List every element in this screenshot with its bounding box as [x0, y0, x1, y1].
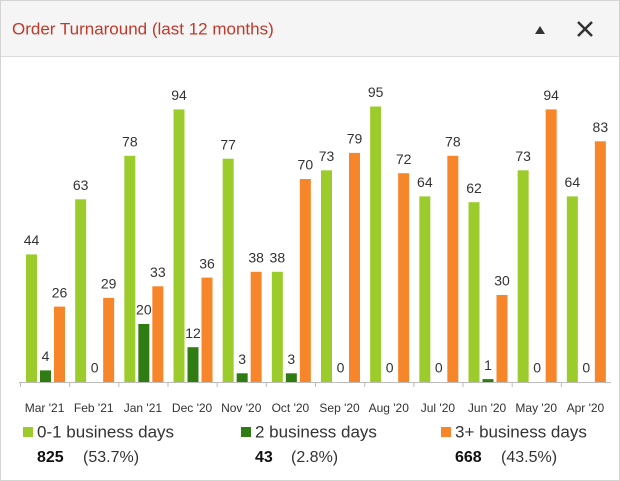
legend-label: 3+ business days [455, 422, 587, 441]
close-button[interactable] [577, 21, 593, 37]
bar [517, 170, 529, 382]
data-label: 38 [248, 250, 264, 266]
legend-share: (2.8%) [291, 449, 338, 466]
bar [285, 373, 297, 382]
legend-total: 43 [255, 449, 273, 466]
data-label: 72 [396, 151, 412, 167]
x-tick-label: Dec '20 [172, 401, 213, 415]
bar [468, 202, 480, 382]
data-label: 4 [42, 348, 50, 364]
bar [40, 370, 51, 382]
bar [138, 324, 150, 382]
data-label: 63 [73, 177, 89, 193]
bar [594, 141, 606, 382]
bar [236, 373, 248, 382]
bar [299, 179, 311, 382]
x-tick-label: Apr '20 [567, 401, 605, 415]
bar [152, 286, 164, 382]
collapse-button[interactable] [535, 26, 545, 34]
data-label: 12 [185, 325, 201, 341]
data-label: 62 [466, 180, 482, 196]
data-label: 33 [150, 264, 166, 280]
legend-total: 825 [37, 449, 64, 466]
legend-share: (53.7%) [83, 449, 139, 466]
data-label: 83 [593, 119, 609, 135]
bar [124, 155, 136, 382]
legend-label: 2 business days [255, 422, 377, 441]
legend-share: (43.5%) [501, 449, 557, 466]
data-label: 44 [24, 232, 40, 248]
data-label: 95 [368, 84, 384, 100]
data-label: 20 [136, 302, 152, 318]
bar [545, 109, 557, 383]
chart-title: Order Turnaround (last 12 months) [12, 19, 274, 38]
data-label: 29 [101, 276, 117, 292]
data-label: 94 [171, 87, 187, 103]
x-tick-label: May '20 [515, 401, 557, 415]
data-label: 78 [122, 134, 138, 150]
bar [447, 155, 459, 382]
bar [54, 306, 65, 382]
bar [419, 196, 431, 382]
data-label: 36 [199, 255, 215, 271]
bar [201, 277, 213, 382]
data-label: 73 [319, 148, 335, 164]
bar [250, 271, 262, 382]
data-label: 3 [287, 351, 295, 367]
x-tick-label: Oct '20 [272, 401, 310, 415]
x-tick-label: Sep '20 [319, 401, 360, 415]
legend-swatch [441, 427, 451, 437]
data-label: 0 [386, 360, 394, 376]
x-tick-label: Nov '20 [221, 401, 262, 415]
data-label: 0 [435, 360, 443, 376]
data-label: 78 [445, 134, 461, 150]
data-label: 73 [515, 148, 531, 164]
bar [187, 347, 199, 382]
data-label: 30 [494, 273, 510, 289]
bar [222, 158, 234, 382]
x-tick-label: Feb '21 [74, 401, 114, 415]
data-label: 70 [298, 157, 314, 173]
bar [398, 173, 410, 382]
data-label: 0 [533, 360, 541, 376]
legend-swatch [241, 427, 251, 437]
bar [321, 170, 332, 382]
data-label: 94 [543, 87, 559, 103]
bar [349, 152, 360, 382]
bar [482, 379, 494, 382]
legend-total: 668 [455, 449, 482, 466]
data-label: 0 [91, 360, 99, 376]
bar [173, 109, 185, 383]
legend-label: 0-1 business days [37, 422, 174, 441]
x-tick-label: Jul '20 [421, 401, 456, 415]
data-label: 64 [565, 174, 581, 190]
bar [566, 196, 578, 382]
data-label: 38 [270, 250, 286, 266]
data-label: 3 [238, 351, 246, 367]
data-label: 77 [220, 136, 236, 152]
bar [370, 106, 382, 382]
bar [75, 199, 87, 382]
x-tick-label: Jun '20 [468, 401, 507, 415]
data-label: 79 [347, 131, 363, 147]
data-label: 0 [337, 360, 345, 376]
header [1, 1, 619, 56]
data-label: 64 [417, 174, 433, 190]
bar [271, 271, 283, 382]
x-tick-label: Aug '20 [369, 401, 410, 415]
data-label: 0 [582, 360, 590, 376]
x-tick-label: Mar '21 [25, 401, 65, 415]
data-label: 1 [484, 357, 492, 373]
bar [496, 295, 508, 382]
data-label: 26 [52, 284, 68, 300]
x-tick-label: Jan '21 [124, 401, 163, 415]
bar [26, 254, 37, 382]
bar [103, 297, 115, 382]
legend-swatch [23, 427, 33, 437]
